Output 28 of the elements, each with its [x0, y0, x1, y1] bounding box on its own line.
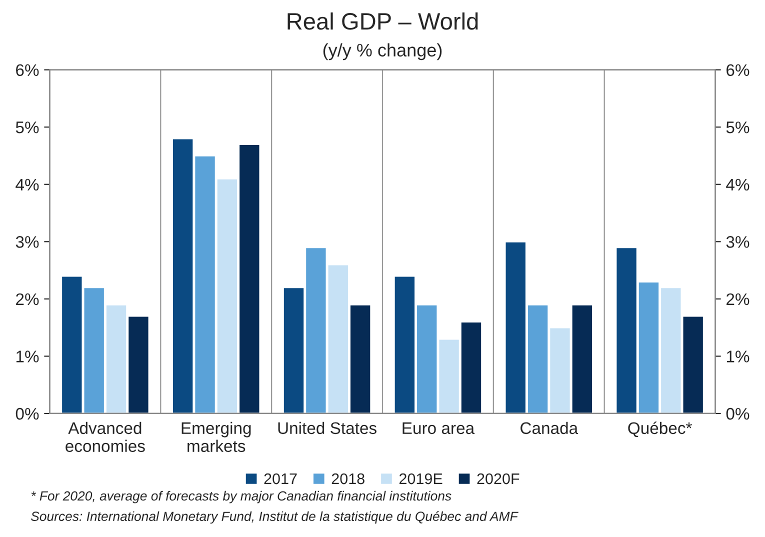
y-tick-label: 2% [16, 293, 39, 306]
x-tick-label: Québec* [628, 422, 692, 438]
text: * For 2020, average of forecasts by major Canadian financial institutions [31, 490, 452, 504]
y2-tick-label: 0% [726, 408, 750, 420]
y-tick-label: 3% [16, 236, 39, 248]
y-tick-label: 1% [16, 350, 39, 362]
legend-label: 2017 [264, 473, 297, 484]
x-tick-label: United States [278, 422, 376, 434]
x-tick-label: Advanced economies [66, 422, 145, 452]
chart-subtitle: (y/y % change) [323, 43, 442, 60]
x-tick-label: Emerging markets [182, 422, 251, 452]
y2-tick-label: 4% [726, 178, 750, 191]
y-tick-label: 4% [16, 178, 39, 191]
y2-tick-label: 6% [726, 64, 750, 76]
y2-tick-label: 2% [726, 293, 750, 306]
chart-title: Real GDP – World [288, 12, 478, 30]
y2-tick-label: 5% [726, 122, 750, 134]
x-tick-label: Canada [520, 422, 578, 434]
legend-label: 2018 [332, 473, 364, 484]
y-tick-label: 6% [16, 64, 39, 76]
legend-label: 2020F [477, 473, 520, 484]
y2-tick-label: 1% [726, 350, 750, 362]
y-tick-label: 0% [16, 408, 39, 420]
y-tick-label: 5% [16, 122, 39, 134]
source-note: Sources: International Monetary Fund, Institut de la statistique du Québec and AMF [30, 511, 518, 524]
legend-label: 2019E [399, 473, 442, 484]
x-tick-label: Euro area [402, 422, 475, 434]
y2-tick-label: 3% [726, 236, 750, 248]
